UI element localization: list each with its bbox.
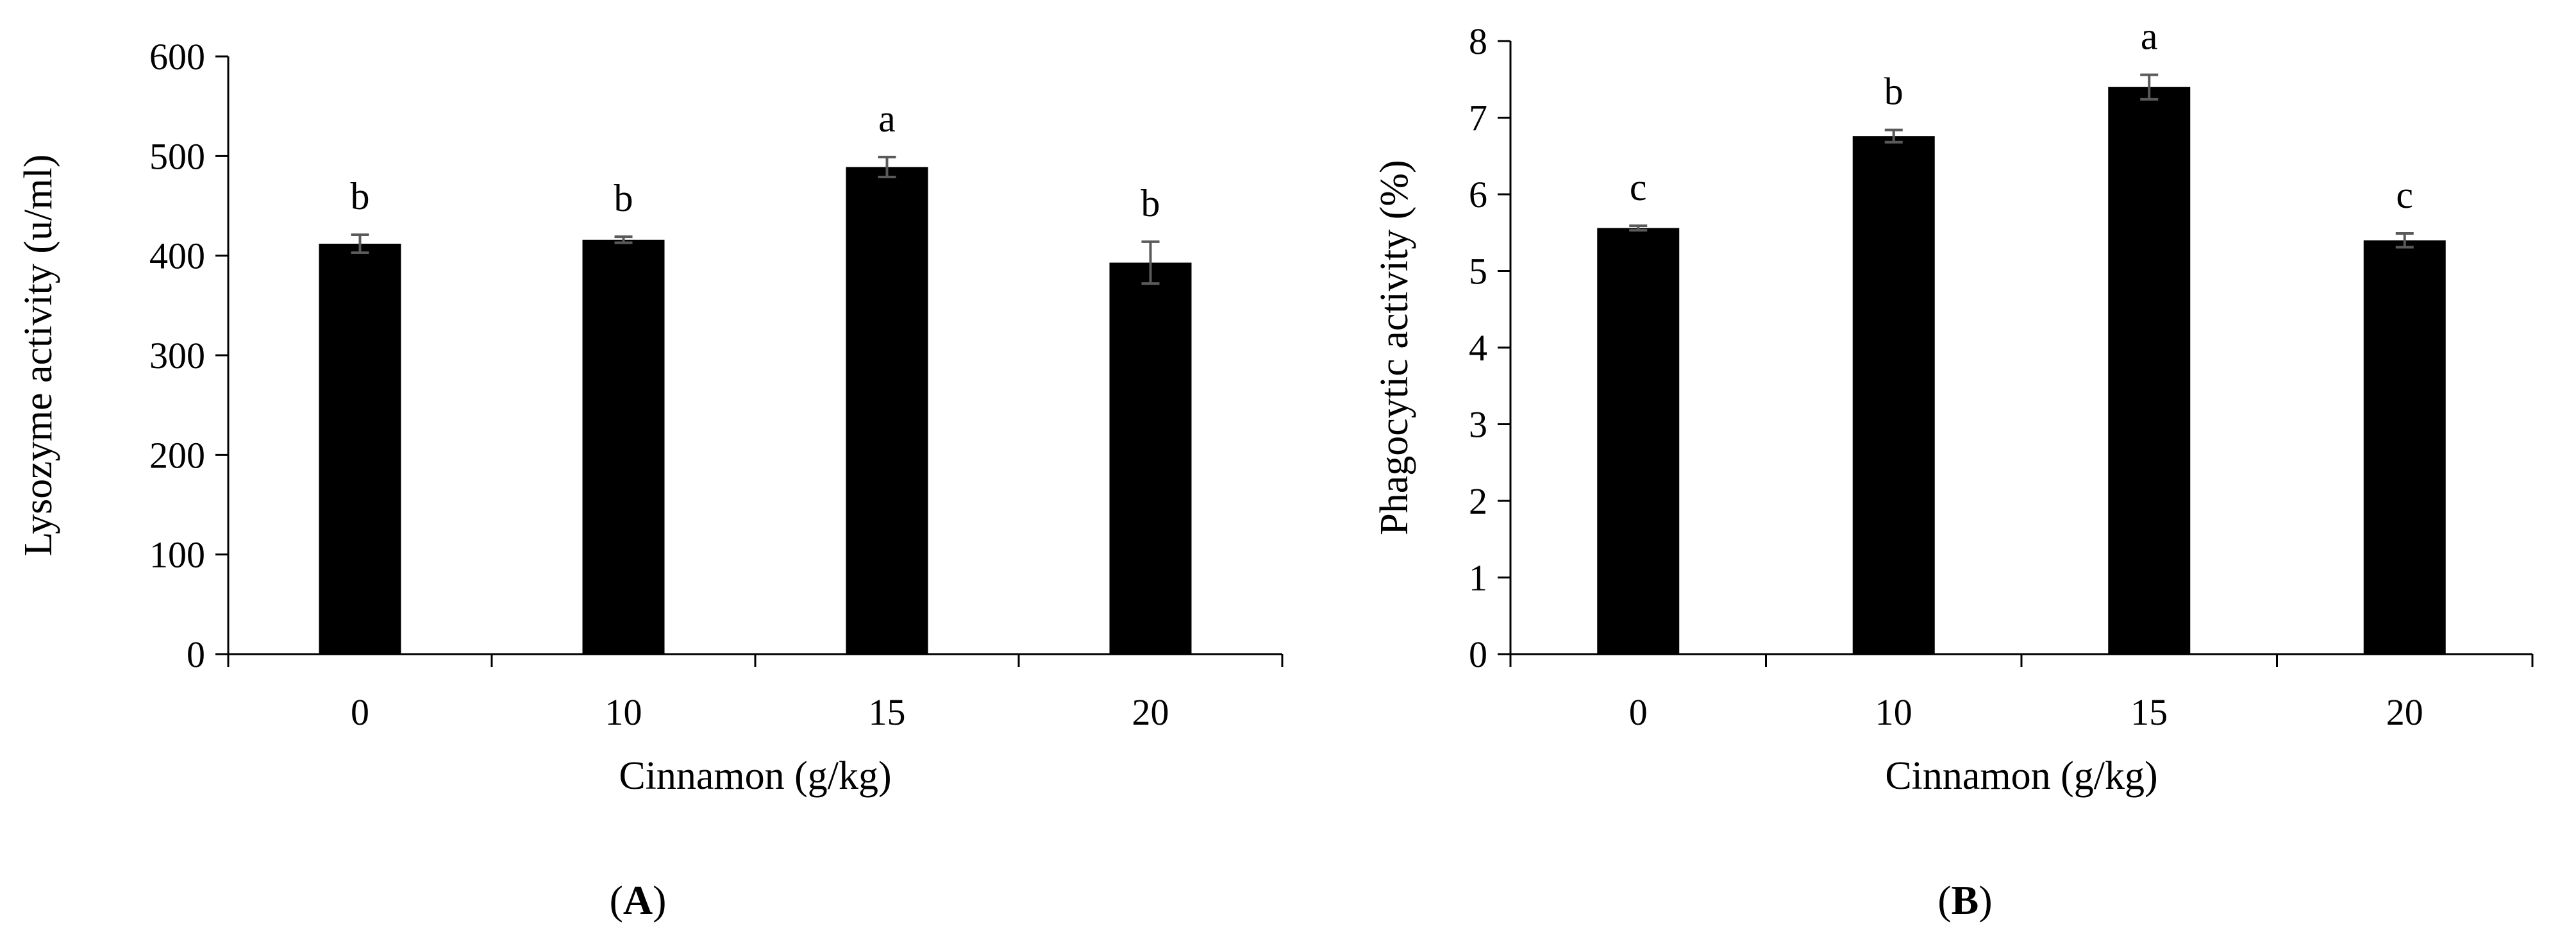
bar [1597, 228, 1680, 655]
panel-label: (A) [610, 877, 667, 923]
y-tick-label: 3 [1469, 404, 1487, 446]
bar [319, 244, 401, 654]
y-tick-label: 8 [1469, 21, 1487, 62]
y-tick-label: 600 [149, 36, 205, 78]
y-tick-label: 7 [1469, 97, 1487, 139]
significance-label: a [878, 97, 896, 140]
x-tick-label: 10 [605, 691, 642, 733]
x-tick-label: 20 [2386, 691, 2423, 733]
significance-label: a [2141, 15, 2158, 58]
significance-label: b [1141, 182, 1160, 224]
bar [1109, 262, 1192, 654]
x-tick-label: 15 [869, 691, 906, 733]
panel-letter: A [623, 877, 653, 923]
y-tick-label: 4 [1469, 327, 1487, 369]
y-tick-label: 200 [149, 434, 205, 476]
significance-label: b [1884, 71, 1903, 113]
y-tick-label: 0 [1469, 634, 1487, 675]
x-tick-label: 0 [351, 691, 369, 733]
y-tick-label: 0 [187, 634, 205, 675]
x-tick-label: 10 [1875, 691, 1912, 733]
panel-label: (B) [1937, 877, 1992, 923]
bar [2363, 240, 2446, 654]
bar [1852, 136, 1935, 654]
y-tick-label: 1 [1469, 557, 1487, 599]
significance-label: b [351, 175, 370, 217]
y-tick-label: 100 [149, 534, 205, 576]
bar [2108, 87, 2191, 654]
chart-panel-a: 0 100 200 300 400 500 600 b 0 b 10 a 15 b 20 Cinnamon (… [17, 36, 1284, 923]
x-tick-label: 15 [2130, 691, 2168, 733]
bar [846, 167, 928, 654]
x-tick-label: 20 [1132, 691, 1169, 733]
significance-label: c [1630, 166, 1647, 208]
y-tick-label: 2 [1469, 480, 1487, 522]
y-axis-label: Lysozyme activity (u/ml) [17, 155, 60, 557]
y-tick-label: 400 [149, 235, 205, 277]
chart-panel-b: 0 1 2 3 4 5 6 7 8 c 0 b 10 a 15 c 20 Cinnamon (g/kg) Phago… [1373, 15, 2534, 923]
y-axis-label: Phagocytic activity (%) [1373, 160, 1416, 535]
x-tick-label: 0 [1629, 691, 1648, 733]
y-tick-label: 5 [1469, 251, 1487, 292]
y-tick-label: 300 [149, 335, 205, 376]
x-axis-label: Cinnamon (g/kg) [619, 754, 891, 798]
x-axis-label: Cinnamon (g/kg) [1885, 754, 2157, 798]
bar [582, 239, 665, 654]
significance-label: c [2396, 174, 2413, 216]
y-tick-label: 500 [149, 135, 205, 177]
y-tick-label: 6 [1469, 174, 1487, 215]
panel-letter: B [1952, 877, 1979, 923]
significance-label: b [614, 177, 633, 219]
